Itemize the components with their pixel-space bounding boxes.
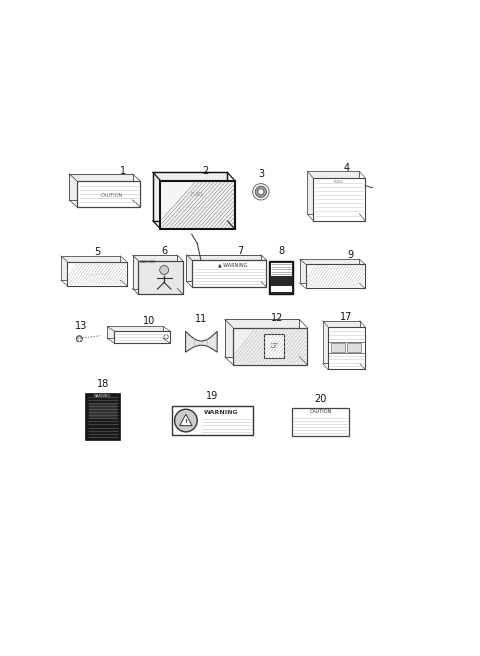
Text: !: ! xyxy=(184,419,187,424)
Text: FUEL: FUEL xyxy=(334,180,344,184)
FancyBboxPatch shape xyxy=(347,343,361,352)
FancyBboxPatch shape xyxy=(67,262,127,286)
Text: ▲ WARNING: ▲ WARNING xyxy=(218,262,248,267)
Circle shape xyxy=(160,266,168,274)
FancyBboxPatch shape xyxy=(77,180,140,207)
FancyBboxPatch shape xyxy=(86,394,120,440)
Text: 7: 7 xyxy=(237,246,243,256)
FancyBboxPatch shape xyxy=(291,409,349,436)
FancyBboxPatch shape xyxy=(172,405,253,436)
FancyBboxPatch shape xyxy=(153,173,228,221)
Circle shape xyxy=(164,335,168,339)
Text: WARNING: WARNING xyxy=(94,394,111,398)
Text: 6: 6 xyxy=(161,246,167,256)
Circle shape xyxy=(255,186,266,197)
FancyBboxPatch shape xyxy=(225,319,299,357)
FancyBboxPatch shape xyxy=(269,260,293,294)
Text: 12: 12 xyxy=(271,313,284,323)
FancyBboxPatch shape xyxy=(307,171,360,214)
Circle shape xyxy=(76,336,83,342)
FancyBboxPatch shape xyxy=(264,334,284,358)
Text: 20: 20 xyxy=(314,394,326,404)
Polygon shape xyxy=(186,331,217,352)
FancyBboxPatch shape xyxy=(313,178,365,220)
FancyBboxPatch shape xyxy=(107,327,163,338)
FancyBboxPatch shape xyxy=(331,343,345,352)
Text: 8: 8 xyxy=(278,246,285,256)
Text: CAUTION: CAUTION xyxy=(140,260,156,264)
Text: 5: 5 xyxy=(94,247,100,257)
Text: 9: 9 xyxy=(347,250,353,260)
Text: ☞: ☞ xyxy=(270,341,278,351)
FancyBboxPatch shape xyxy=(192,260,266,287)
FancyBboxPatch shape xyxy=(69,174,132,200)
Text: 17: 17 xyxy=(340,312,353,322)
FancyBboxPatch shape xyxy=(305,264,365,289)
Polygon shape xyxy=(180,415,192,426)
FancyBboxPatch shape xyxy=(138,260,183,294)
Text: 10: 10 xyxy=(143,316,156,327)
Text: 4: 4 xyxy=(343,163,349,173)
FancyBboxPatch shape xyxy=(132,255,177,289)
FancyBboxPatch shape xyxy=(300,259,359,283)
FancyBboxPatch shape xyxy=(328,327,365,369)
Text: 1: 1 xyxy=(120,166,126,176)
FancyBboxPatch shape xyxy=(271,263,292,276)
Text: CAUTION: CAUTION xyxy=(101,193,123,198)
Circle shape xyxy=(258,189,264,195)
Text: CAUTION: CAUTION xyxy=(309,409,332,414)
FancyBboxPatch shape xyxy=(323,321,360,363)
Text: FUEL: FUEL xyxy=(191,192,204,197)
FancyBboxPatch shape xyxy=(271,285,292,292)
Text: 3: 3 xyxy=(258,169,264,179)
Text: — — — — —: — — — — — xyxy=(86,272,108,276)
FancyBboxPatch shape xyxy=(186,255,261,281)
Text: 19: 19 xyxy=(206,391,219,401)
Circle shape xyxy=(175,409,197,432)
Text: 13: 13 xyxy=(75,321,87,331)
FancyBboxPatch shape xyxy=(114,331,170,343)
FancyBboxPatch shape xyxy=(233,327,307,365)
Circle shape xyxy=(252,184,269,200)
Text: WARNING: WARNING xyxy=(204,410,238,415)
FancyBboxPatch shape xyxy=(160,180,235,229)
Text: 11: 11 xyxy=(195,314,207,324)
Text: 18: 18 xyxy=(96,379,109,389)
FancyBboxPatch shape xyxy=(89,403,117,419)
FancyBboxPatch shape xyxy=(61,256,120,280)
Text: 2: 2 xyxy=(202,166,208,176)
Text: ——————: —————— xyxy=(185,205,210,209)
